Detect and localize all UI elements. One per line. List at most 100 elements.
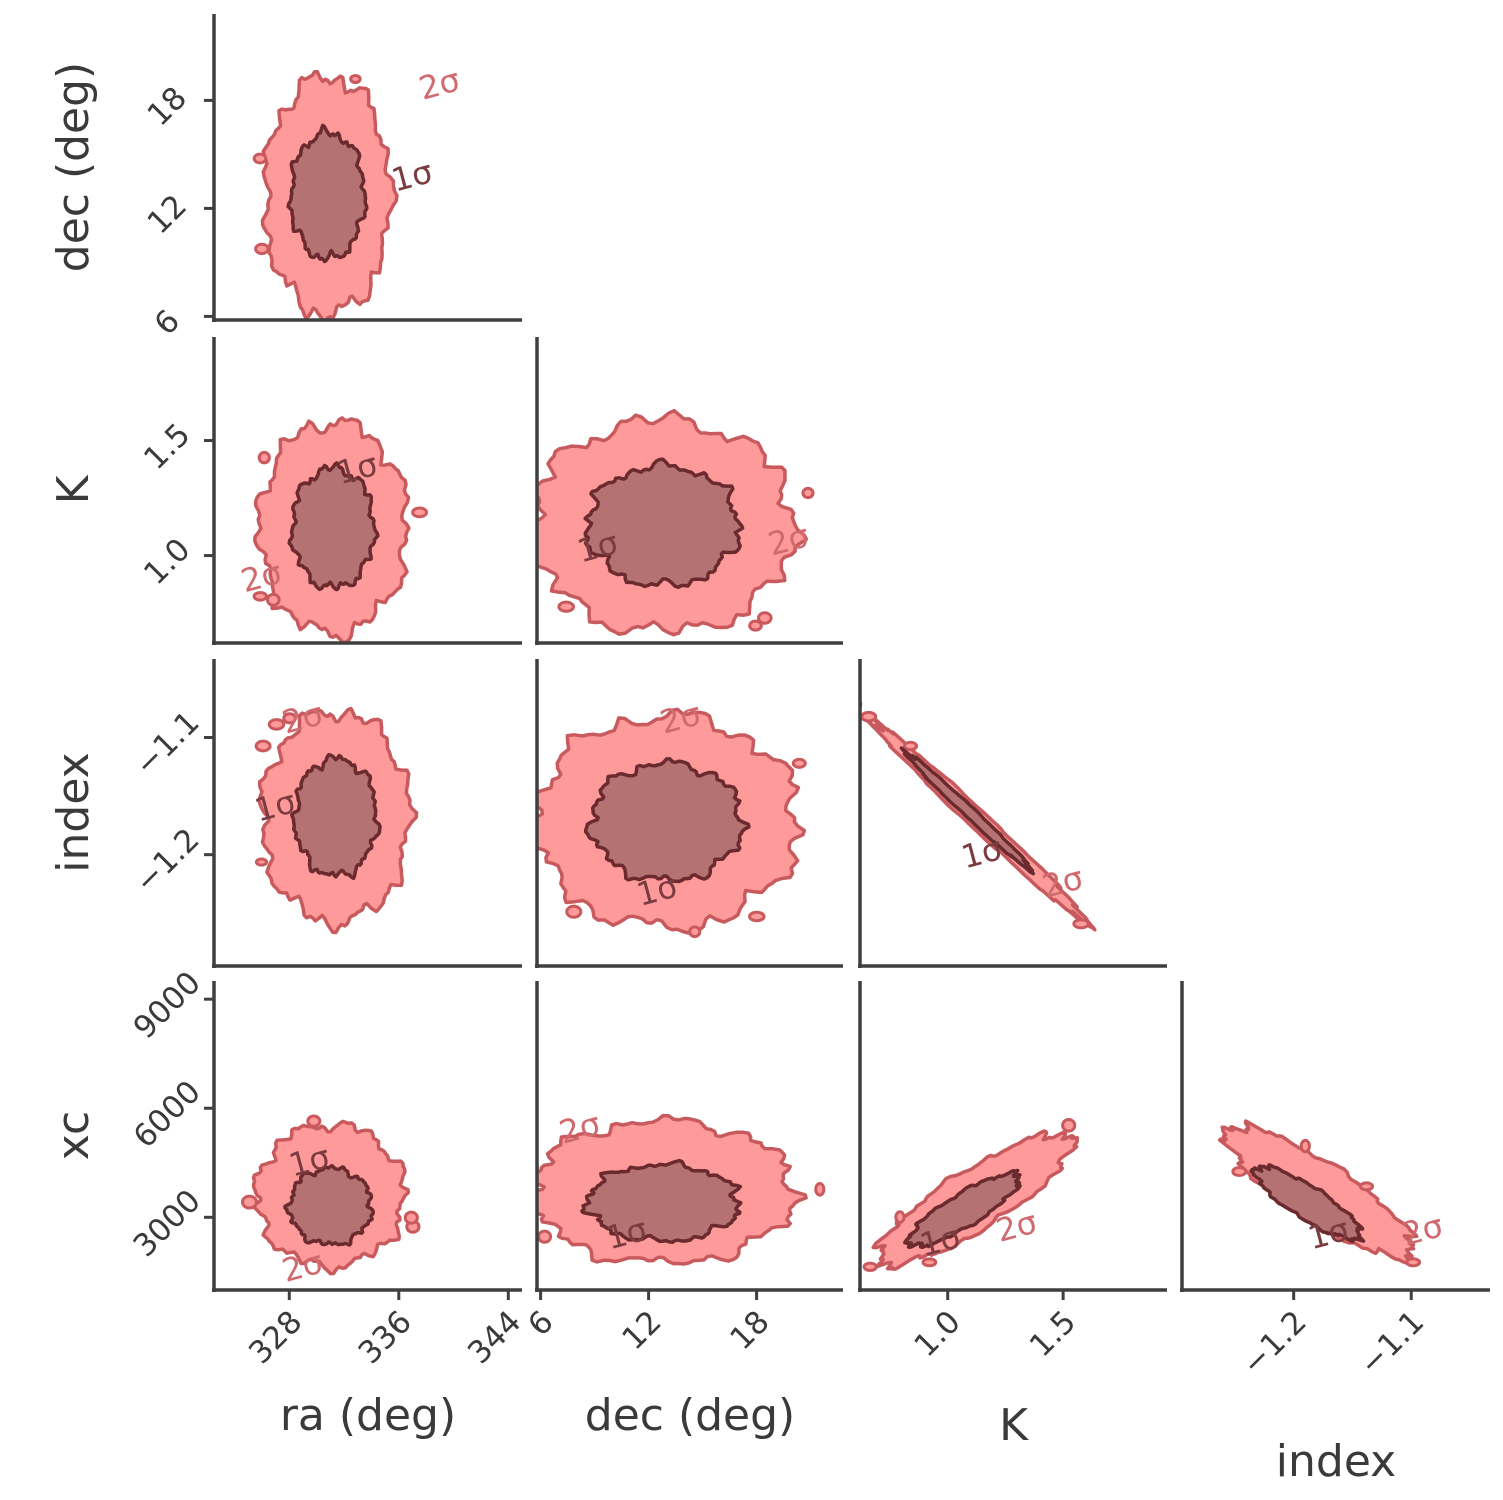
contour-2sigma-island: [252, 590, 269, 602]
contour-2sigma-island: [748, 910, 766, 923]
panel-dec-K: 1σ 2σ: [535, 337, 843, 645]
contour-2sigma-island: [240, 1194, 259, 1210]
contours-ra-xc: [240, 1114, 421, 1276]
panel-K-xc: 1σ 2σ: [858, 981, 1167, 1292]
contour-label-1sigma: 1σ: [387, 152, 436, 199]
contour-1sigma: [903, 1168, 1022, 1250]
contour-2sigma-island: [252, 152, 268, 165]
contour-2sigma-island: [1061, 1117, 1077, 1133]
contours-dec-xc: [521, 1113, 826, 1266]
x-axis-title-ra: ra (deg): [280, 1390, 456, 1441]
x-axis-title-dec: dec (deg): [585, 1390, 795, 1441]
contour-2sigma-island: [921, 1257, 938, 1268]
contour-1sigma: [583, 457, 745, 590]
contour-2sigma-island: [1072, 918, 1090, 930]
contour-2sigma-island: [257, 450, 271, 465]
x-tick-label-ra: 328: [242, 1304, 309, 1371]
x-tick-label-ra: 336: [352, 1304, 419, 1371]
x-tick-label-K: 1.5: [1023, 1304, 1083, 1364]
contour-2sigma-island: [254, 242, 270, 256]
y-tick-label-dec: 12: [141, 188, 194, 241]
contour-2sigma-island: [894, 1210, 906, 1224]
contour-label-2sigma: 2σ: [1398, 1206, 1447, 1253]
contour-2sigma-island: [403, 1210, 419, 1225]
contour-2sigma-island: [688, 925, 702, 939]
contour-label-2sigma: 2σ: [1038, 858, 1087, 905]
contour-2sigma-island: [902, 740, 919, 752]
contour-2sigma-island: [860, 710, 878, 723]
y-tick-label-dec: 18: [141, 80, 194, 133]
contour-1sigma: [283, 1164, 376, 1247]
panel-index-xc: 1σ 2σ: [1180, 981, 1490, 1292]
contour-2sigma-island: [557, 600, 575, 613]
contours-dec-K: [537, 408, 815, 637]
contour-2sigma-island: [316, 328, 330, 338]
contour-2sigma-island: [565, 904, 583, 919]
contours-K-xc: [862, 1117, 1080, 1272]
contour-2sigma-island: [254, 739, 272, 753]
x-axis-title-K: K: [999, 1400, 1029, 1451]
y-axis-title-K: K: [48, 474, 99, 504]
x-tick-label-dec: 18: [723, 1304, 776, 1357]
contour-2sigma-island: [757, 611, 773, 625]
contour-1sigma: [286, 123, 369, 264]
contour-2sigma-island: [306, 1114, 322, 1128]
contour-1sigma: [899, 746, 1036, 876]
contours-index-xc: [1217, 1119, 1422, 1268]
y-axis-title-xc: xc: [48, 1111, 99, 1160]
contour-2sigma-island: [521, 1170, 533, 1180]
contour-2sigma-island: [254, 857, 269, 867]
contour-1sigma: [580, 1158, 743, 1245]
contours-K-index: [860, 699, 1097, 932]
contours-dec-index: [537, 707, 807, 939]
x-axis-title-index: index: [1276, 1436, 1396, 1487]
panel-ra-dec: 1σ 2σ: [212, 14, 522, 338]
contour-2sigma-island: [801, 486, 815, 500]
contour-2sigma-island: [411, 506, 429, 519]
contours-ra-index: [254, 706, 419, 935]
contour-2sigma-island: [1358, 1181, 1375, 1192]
contour-1sigma: [290, 752, 382, 881]
x-tick-label-index: −1.2: [1235, 1304, 1314, 1383]
y-axis-title-index: index: [48, 752, 99, 872]
contour-2sigma-island: [791, 757, 807, 769]
contours-ra-K: [252, 416, 429, 643]
x-tick-label-dec: 6: [521, 1304, 560, 1343]
contour-2sigma-island: [282, 712, 297, 725]
x-tick-label-ra: 344: [461, 1304, 528, 1371]
y-tick-label-xc: 9000: [127, 965, 208, 1046]
contour-1sigma: [583, 757, 751, 884]
x-tick-label-dec: 12: [615, 1304, 668, 1357]
y-tick-label-K: 1.0: [137, 532, 197, 592]
contour-2sigma-island: [349, 73, 362, 85]
contour-2sigma-island: [862, 1261, 878, 1272]
y-tick-label-index: −1.2: [128, 822, 207, 901]
contour-2sigma-island: [814, 1181, 826, 1197]
x-tick-label-K: 1.0: [907, 1304, 967, 1364]
contour-2sigma-island: [537, 1229, 553, 1244]
contours-ra-dec: [252, 69, 399, 338]
y-axis-title-dec: dec (deg): [48, 62, 99, 272]
contour-2sigma-island: [1231, 1165, 1248, 1178]
contour-1sigma: [1249, 1163, 1366, 1244]
contour-2sigma-island: [265, 592, 281, 607]
x-tick-label-index: −1.1: [1353, 1304, 1432, 1383]
contour-2sigma-island: [748, 619, 763, 632]
contour-label-2sigma: 2σ: [415, 60, 464, 107]
y-tick-label-dec: 6: [148, 303, 187, 342]
contour-1sigma: [287, 461, 380, 592]
contour-2sigma-island: [267, 718, 286, 731]
y-tick-label-K: 1.5: [137, 417, 197, 477]
y-tick-label-index: −1.1: [128, 704, 207, 783]
y-tick-label-xc: 6000: [127, 1074, 208, 1155]
contour-2sigma-island: [1405, 1257, 1422, 1268]
y-tick-label-xc: 3000: [127, 1183, 208, 1264]
contour-2sigma-island: [1299, 1138, 1311, 1154]
